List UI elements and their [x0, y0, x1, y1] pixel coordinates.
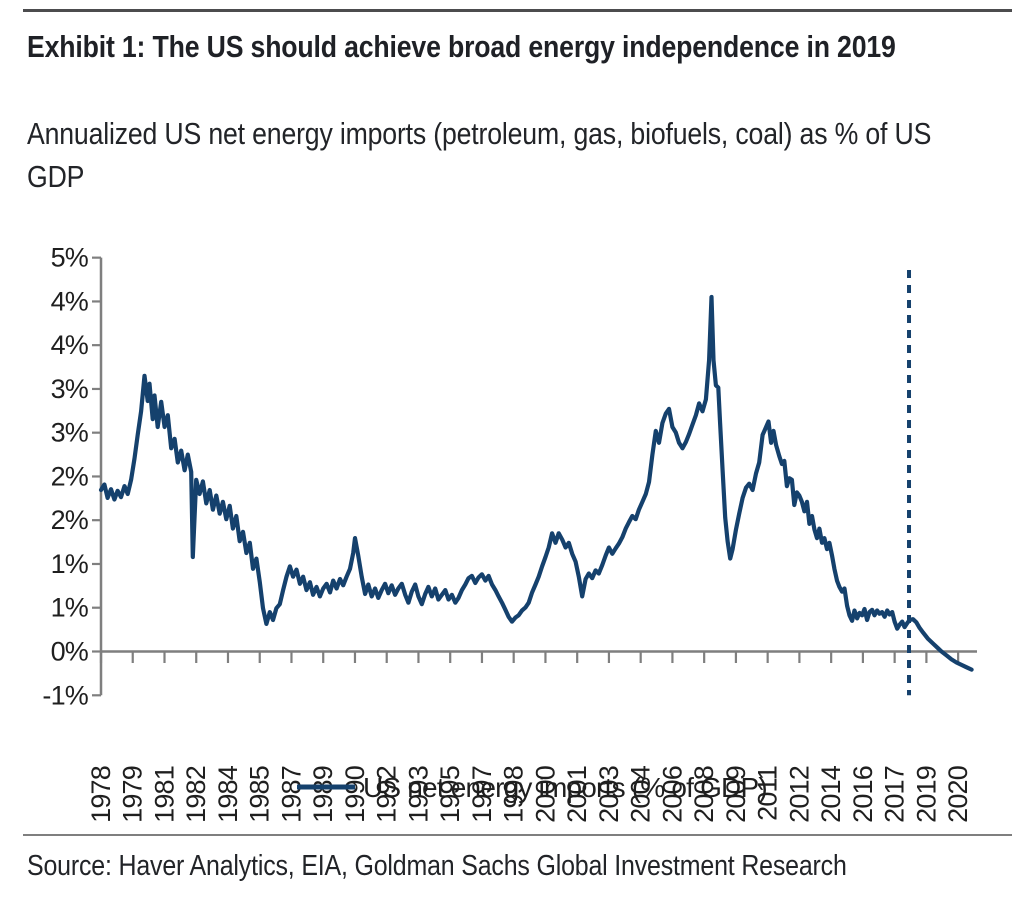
y-axis-tick-label: 1% [51, 593, 89, 623]
x-axis-tick-label: 2011 [753, 766, 783, 821]
x-axis-tick-label: 2012 [784, 766, 814, 823]
x-axis-tick-label: 1987 [276, 766, 306, 823]
y-axis-tick-label: 4% [51, 286, 89, 316]
x-axis-tick-label: 2019 [911, 766, 941, 823]
x-axis-tick-label: 1985 [245, 766, 275, 823]
source-divider-rule [23, 834, 1012, 836]
y-axis-tick-label: 5% [51, 243, 89, 273]
exhibit-title: Exhibit 1: The US should achieve broad e… [27, 29, 896, 64]
x-axis-tick-label: 1984 [213, 765, 243, 823]
x-axis-tick-label: 1998 [499, 766, 529, 823]
y-axis-tick-label: 0% [51, 637, 89, 667]
y-axis-tick-label: 4% [51, 330, 89, 360]
y-axis-tick-label: -1% [42, 680, 88, 710]
legend: US net energy imports (% of GDP) [297, 772, 768, 803]
x-axis-tick-label: 1979 [118, 766, 148, 823]
x-axis-tick-label: 1981 [149, 766, 179, 823]
y-axis-tick-label: 2% [51, 461, 89, 491]
x-axis-tick-label: 1993 [403, 766, 433, 823]
x-axis-tick-label: 2000 [530, 766, 560, 823]
x-axis-tick-label: 2009 [721, 766, 751, 823]
y-axis-tick-label: 3% [51, 374, 89, 404]
x-axis-tick-label: 2008 [689, 766, 719, 823]
x-axis-labels: 1978 1979 1981 1982 1984 1985 1987 1989 1990 1992… [86, 765, 973, 823]
x-axis-tick-label: 2014 [816, 765, 846, 823]
x-axis-tick-label: 1982 [181, 766, 211, 823]
y-axis: 5% 4% 4% 3% 3% 2% 2% 1% 1% 0% -1% [42, 243, 103, 710]
x-axis-tick-label: 2001 [562, 766, 592, 823]
x-axis-tick-label: 2017 [880, 766, 910, 823]
x-axis-tick-label: 2016 [848, 766, 878, 823]
y-axis-tick-label: 3% [51, 418, 89, 448]
x-axis-tick-label: 1978 [86, 766, 116, 823]
source-note: Source: Haver Analytics, EIA, Goldman Sa… [27, 850, 847, 882]
exhibit-subtitle: Annualized US net energy imports (petrol… [27, 116, 932, 194]
y-axis-tick-label: 1% [51, 549, 89, 579]
x-axis-tick-label: 1992 [372, 766, 402, 823]
x-axis [99, 650, 977, 663]
x-axis-tick-label: 2004 [626, 765, 656, 823]
legend-label: US net energy imports (% of GDP) [363, 772, 767, 803]
series-line-us-net-energy-imports [98, 294, 974, 672]
x-axis-tick-label: 1989 [308, 766, 338, 823]
x-axis-tick-label: 2020 [943, 766, 973, 823]
x-axis-tick-label: 1990 [340, 766, 370, 823]
x-axis-tick-label: 1997 [467, 766, 497, 823]
y-axis-tick-label: 2% [51, 505, 89, 535]
x-axis-tick-label: 1995 [435, 766, 465, 823]
x-axis-tick-label: 2003 [594, 766, 624, 823]
top-divider-rule [23, 9, 1012, 12]
x-axis-tick-label: 2006 [657, 766, 687, 823]
